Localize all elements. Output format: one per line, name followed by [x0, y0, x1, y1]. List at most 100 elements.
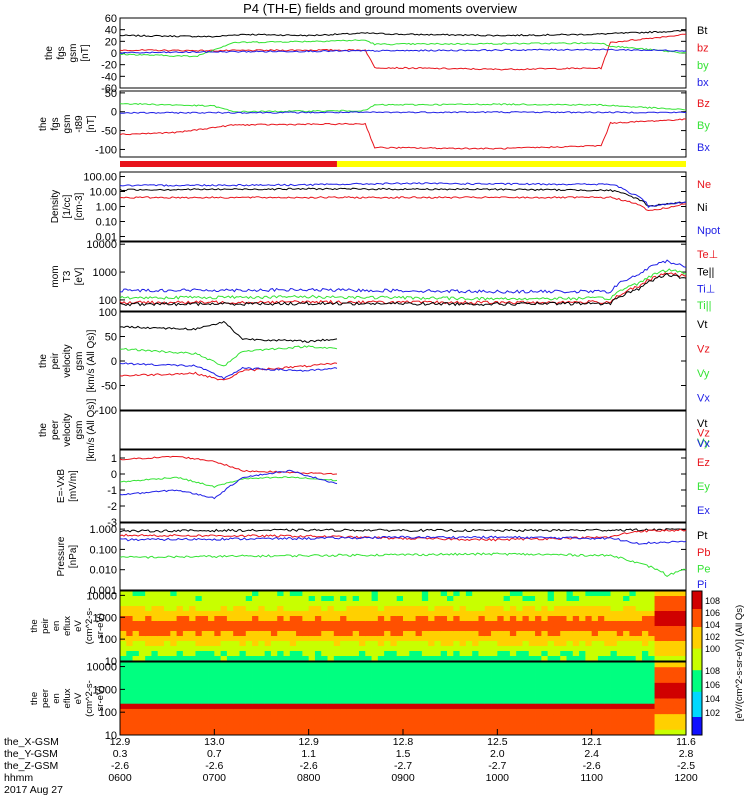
spectrogram-cell [302, 677, 310, 684]
spectrogram-cell [654, 724, 662, 731]
spectrogram-cell [151, 646, 159, 652]
colorbar-cell [692, 688, 702, 693]
spectrogram-cell [340, 729, 347, 736]
spectrogram-cell [157, 621, 165, 627]
spectrogram-cell [623, 724, 630, 731]
spectrogram-cell [440, 682, 448, 689]
spectrogram-cell [327, 698, 335, 705]
colorbar-cell [692, 709, 702, 714]
colorbar-cell [692, 652, 702, 657]
spectrogram-cell [340, 677, 347, 684]
spectrogram-cell [641, 719, 649, 725]
spectrogram-cell [201, 677, 209, 684]
colorbar-cell [692, 670, 702, 675]
spectrogram-cell [384, 631, 391, 637]
spectrogram-cell [321, 636, 328, 642]
spectrogram-cell [465, 667, 473, 673]
spectrogram-cell [566, 708, 574, 715]
spectrogram-cell [403, 667, 410, 673]
spectrogram-cell [340, 651, 347, 657]
mode-bar-segment [336, 161, 686, 167]
spectrogram-cell [453, 636, 460, 642]
spectrogram-cell [465, 719, 473, 725]
spectrogram-cells [120, 591, 687, 662]
spectrogram-cell [201, 626, 209, 632]
spectrogram-cell [176, 621, 184, 627]
spectrogram-cell [585, 698, 593, 705]
spectrogram-cell [145, 719, 152, 725]
spectrogram-cell [579, 662, 586, 668]
spectrogram-cell [428, 677, 435, 684]
spectrogram-cell [629, 677, 637, 684]
spectrogram-cell [252, 703, 259, 710]
spectrogram-cell [321, 606, 328, 612]
spectrogram-cell [189, 662, 196, 668]
spectrogram-cell [239, 714, 247, 720]
spectrogram-cell [409, 591, 416, 597]
spectrogram-cell [352, 616, 360, 622]
spectrogram-cell [509, 714, 517, 720]
spectrogram-cell [195, 646, 203, 652]
spectrogram-cell [421, 621, 429, 627]
spectrogram-cell [126, 611, 133, 617]
spectrogram-cell [484, 641, 492, 647]
spectrogram-cell [597, 698, 605, 705]
spectrogram-cell [145, 621, 152, 627]
spectrogram-cell [258, 698, 266, 705]
spectrogram-cell [403, 601, 410, 607]
spectrogram-cell [384, 626, 391, 632]
spectrogram-cell [208, 616, 215, 622]
spectrogram-cell [189, 682, 196, 689]
spectrogram-cell [585, 651, 593, 657]
spectrogram-cell [679, 703, 687, 710]
spectrogram-cell [126, 636, 133, 642]
spectrogram-cell [214, 646, 222, 652]
spectrogram-cell [453, 611, 460, 617]
spectrogram-cell [503, 631, 511, 637]
y-tick-label: 0.001 [89, 585, 117, 597]
spectrogram-cell [459, 708, 467, 715]
spectrogram-cell [635, 729, 643, 736]
spectrogram-cell [239, 708, 247, 715]
spectrogram-cell [497, 651, 505, 657]
spectrogram-cell [296, 646, 303, 652]
spectrogram-cell [415, 667, 423, 673]
y-tick-label: 20 [105, 36, 117, 48]
spectrogram-cell [264, 703, 272, 710]
spectrogram-cell [516, 693, 523, 699]
spectrogram-cell [566, 693, 574, 699]
spectrogram-cell [333, 693, 341, 699]
spectrogram-cell [145, 591, 152, 597]
spectrogram-cell [327, 662, 335, 668]
spectrogram-cell [610, 688, 618, 694]
spectrogram-cell [138, 631, 146, 637]
spectrogram-cell [566, 631, 574, 637]
spectrogram-cell [277, 698, 284, 705]
spectrogram-cell [377, 596, 385, 602]
spectrogram-cell [226, 591, 234, 597]
spectrogram-cell [585, 641, 593, 647]
spectrogram-cell [333, 596, 341, 602]
spectrogram-cell [138, 703, 146, 710]
spectrogram-cell [528, 601, 536, 607]
spectrogram-cell [434, 631, 442, 637]
spectrogram-cell [145, 708, 152, 715]
spectrogram-cell [314, 626, 322, 632]
spectrogram-cell [220, 626, 228, 632]
spectrogram-cell [176, 729, 184, 736]
spectrogram-cell [195, 631, 203, 637]
spectrogram-cell [434, 626, 442, 632]
y-axis-label: the [44, 46, 55, 60]
series-line-bx [119, 48, 687, 55]
spectrogram-cell [302, 708, 310, 715]
spectrogram-cell [333, 626, 341, 632]
legend-label: Vx [697, 393, 710, 405]
spectrogram-cell [358, 591, 366, 597]
spectrogram-cell [635, 693, 643, 699]
spectrogram-cell [509, 682, 517, 689]
spectrogram-cell [553, 611, 561, 617]
spectrogram-cell [440, 636, 448, 642]
spectrogram-cell [371, 714, 379, 720]
spectrogram-cell [270, 662, 278, 668]
spectrogram-cell [434, 596, 442, 602]
